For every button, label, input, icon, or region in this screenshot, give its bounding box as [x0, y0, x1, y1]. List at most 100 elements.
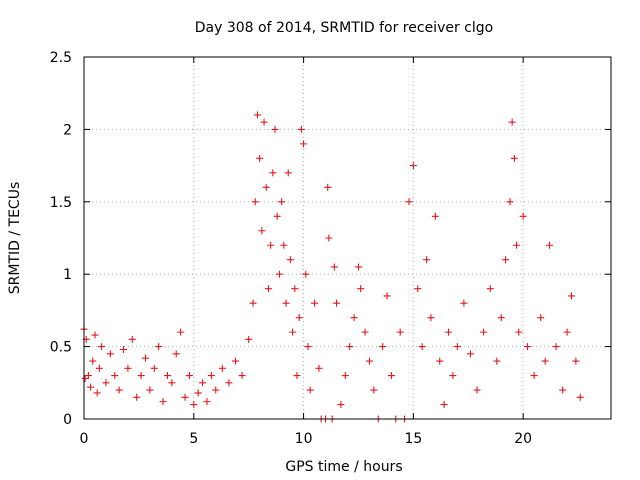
data-point	[181, 393, 189, 401]
data-point	[311, 299, 319, 307]
data-point	[232, 357, 240, 365]
data-point	[207, 372, 215, 380]
x-tick-label: 0	[80, 431, 89, 447]
data-point	[436, 357, 444, 365]
data-point	[552, 343, 560, 351]
data-point	[506, 198, 514, 206]
data-point	[486, 285, 494, 293]
data-point	[199, 379, 207, 387]
data-point	[297, 125, 305, 133]
data-point	[480, 328, 488, 336]
data-point	[502, 256, 510, 264]
data-point	[264, 285, 272, 293]
y-tick-label: 2.5	[50, 50, 72, 66]
data-point	[203, 398, 211, 406]
data-point	[431, 212, 439, 220]
data-point	[361, 328, 369, 336]
data-point	[89, 357, 97, 365]
data-point	[440, 401, 448, 409]
data-point	[346, 343, 354, 351]
data-point	[387, 372, 395, 380]
chart-title: Day 308 of 2014, SRMTID for receiver clg…	[195, 20, 493, 36]
data-point	[286, 256, 294, 264]
data-point	[524, 343, 532, 351]
data-point	[190, 401, 198, 409]
data-point	[333, 299, 341, 307]
data-point	[249, 299, 257, 307]
data-point	[304, 343, 312, 351]
data-point	[576, 393, 584, 401]
data-point	[418, 343, 426, 351]
data-point	[159, 398, 167, 406]
data-point	[271, 125, 279, 133]
data-point	[537, 314, 545, 322]
data-point	[293, 372, 301, 380]
axis-tick-labels: 0 5 10 15 20 0 0.5 1 1.5 2 2.5	[50, 50, 532, 447]
data-point	[315, 364, 323, 372]
data-point	[370, 386, 378, 394]
data-point	[508, 118, 516, 126]
data-point	[466, 350, 474, 358]
data-point	[295, 314, 303, 322]
data-point	[300, 140, 308, 148]
data-point	[81, 374, 89, 382]
data-point	[185, 372, 193, 380]
x-tick-label: 15	[404, 431, 422, 447]
data-point	[409, 162, 417, 170]
data-point	[493, 357, 501, 365]
data-point	[141, 354, 149, 362]
data-point	[563, 328, 571, 336]
x-tick-label: 10	[295, 431, 313, 447]
data-point	[460, 299, 468, 307]
data-point	[530, 372, 538, 380]
data-point	[330, 263, 338, 271]
data-point	[98, 343, 106, 351]
data-point	[102, 379, 110, 387]
y-tick-label: 0	[63, 412, 72, 428]
data-point	[325, 234, 333, 242]
data-point	[84, 372, 92, 380]
y-tick-label: 0.5	[50, 340, 72, 356]
data-point	[256, 154, 264, 162]
data-point	[282, 299, 290, 307]
data-point	[449, 372, 457, 380]
data-point	[302, 270, 310, 278]
data-point	[260, 118, 268, 126]
data-points	[80, 111, 584, 423]
x-tick-label: 5	[189, 431, 198, 447]
x-tick-label: 20	[514, 431, 532, 447]
data-point	[120, 345, 128, 353]
data-point	[275, 270, 283, 278]
data-point	[163, 372, 171, 380]
data-point	[172, 350, 180, 358]
data-point	[280, 241, 288, 249]
data-point	[168, 379, 176, 387]
data-point	[253, 111, 261, 119]
data-point	[128, 335, 136, 343]
data-point	[341, 372, 349, 380]
data-point	[337, 401, 345, 409]
data-point	[278, 198, 286, 206]
data-point	[238, 372, 246, 380]
data-point	[515, 328, 523, 336]
y-tick-label: 1	[63, 267, 72, 283]
data-point	[414, 285, 422, 293]
data-point	[95, 364, 103, 372]
data-point	[133, 393, 141, 401]
data-point	[212, 386, 220, 394]
data-point	[357, 285, 365, 293]
data-point	[106, 350, 114, 358]
data-point	[473, 386, 481, 394]
data-point	[396, 328, 404, 336]
data-point	[567, 292, 575, 300]
data-point	[269, 169, 277, 177]
data-point	[289, 328, 297, 336]
data-point	[273, 212, 281, 220]
data-point	[150, 364, 158, 372]
data-point	[427, 314, 435, 322]
data-point	[405, 198, 413, 206]
y-axis-label: SRMTID / TECUs	[7, 182, 23, 295]
data-point	[267, 241, 275, 249]
data-point	[284, 169, 292, 177]
